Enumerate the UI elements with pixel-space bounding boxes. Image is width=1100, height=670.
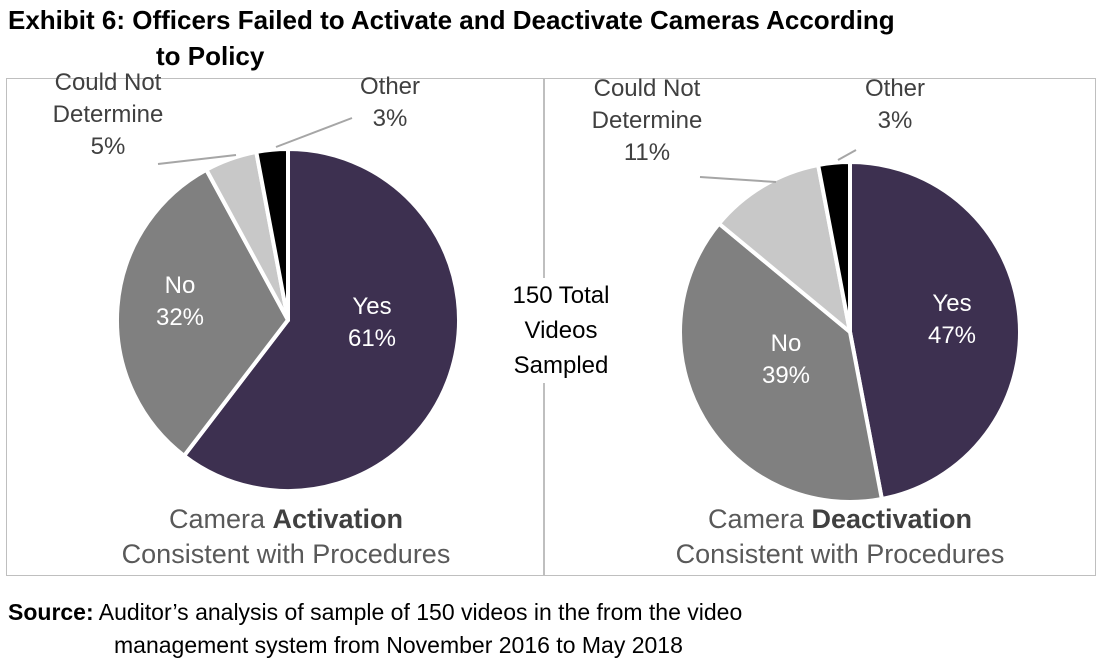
deactivation-label-could-not-determine: Could Not Determine 11% — [592, 75, 703, 166]
activation-leader-other — [275, 117, 353, 148]
activation-label-no: No 32% — [156, 272, 204, 331]
chart-title: Exhibit 6: Officers Failed to Activate a… — [8, 2, 895, 74]
activation-caption: Camera Activation Consistent with Proced… — [86, 502, 486, 572]
source-note: Source: Auditor’s analysis of sample of … — [8, 596, 742, 662]
activation-label-other: Other 3% — [360, 73, 420, 132]
chart-title-line2: to Policy — [156, 41, 265, 71]
deactivation-slice-could-not-determine — [717, 163, 852, 334]
deactivation-label-yes: Yes 47% — [928, 290, 976, 349]
deactivation-caption: Camera Deactivation Consistent with Proc… — [640, 502, 1040, 572]
deactivation-label-other: Other 3% — [865, 75, 925, 134]
total-videos-line2: Videos — [524, 317, 598, 344]
chart-title-line1: Exhibit 6: Officers Failed to Activate a… — [8, 5, 895, 35]
activation-caption-bold: Activation — [272, 504, 404, 534]
total-videos-line3: Sampled — [513, 352, 609, 379]
deactivation-slice-no — [677, 221, 884, 504]
deactivation-slice-yes — [848, 160, 1023, 501]
total-videos-line1: 150 Total — [512, 282, 610, 309]
deactivation-caption-prefix: Camera — [707, 504, 812, 534]
activation-caption-prefix: Camera — [168, 504, 273, 534]
source-line1: Auditor’s analysis of sample of 150 vide… — [93, 599, 743, 625]
activation-leader-could-not-determine — [157, 154, 237, 165]
source-line2: management system from November 2016 to … — [114, 632, 683, 658]
activation-caption-line2: Consistent with Procedures — [121, 539, 451, 569]
activation-slice-other — [254, 147, 290, 322]
activation-label-could-not-determine: Could Not Determine 5% — [53, 69, 164, 160]
deactivation-caption-bold: Deactivation — [811, 504, 973, 534]
deactivation-leader-other — [837, 149, 857, 161]
activation-slice-yes — [182, 147, 461, 493]
deactivation-slice-other — [816, 160, 852, 334]
deactivation-leader-could-not-determine — [699, 176, 777, 183]
deactivation-label-no: No 39% — [762, 330, 810, 389]
source-label: Source: — [8, 599, 94, 625]
deactivation-caption-line2: Consistent with Procedures — [675, 539, 1005, 569]
activation-slice-no — [115, 167, 290, 458]
activation-label-yes: Yes 61% — [348, 293, 396, 352]
total-videos-note: 150 Total Videos Sampled — [496, 278, 626, 383]
